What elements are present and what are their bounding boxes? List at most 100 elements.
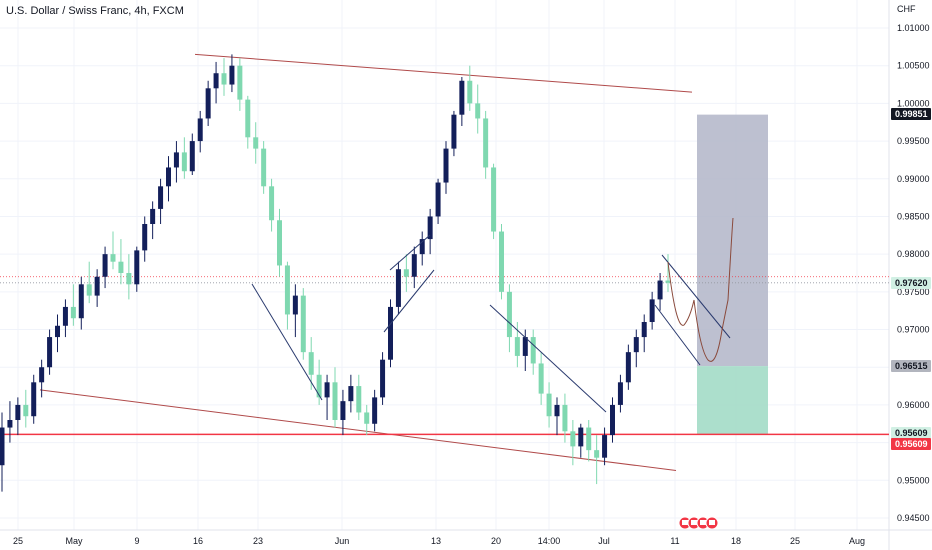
flag-glyph bbox=[709, 520, 715, 525]
x-tick-label: 20 bbox=[491, 536, 501, 546]
x-tick-label: 14:00 bbox=[538, 536, 561, 546]
candle-body bbox=[110, 254, 116, 262]
candle-body bbox=[15, 404, 21, 420]
y-tick-label: 0.95000 bbox=[897, 475, 930, 485]
y-tick-label: 0.98500 bbox=[897, 211, 930, 221]
y-tick-label: 0.97500 bbox=[897, 287, 930, 297]
flag-glyph bbox=[691, 520, 697, 525]
y-tick-label: 1.01000 bbox=[897, 23, 930, 33]
price-badge-label: 0.99851 bbox=[895, 109, 928, 119]
candle-body bbox=[23, 404, 29, 417]
price-badge bbox=[891, 360, 931, 372]
position-stop-zone[interactable] bbox=[697, 366, 768, 435]
x-tick-label: 23 bbox=[253, 536, 263, 546]
projection-path[interactable] bbox=[667, 217, 734, 362]
pattern-trendline[interactable] bbox=[389, 234, 431, 271]
candle-body bbox=[395, 269, 401, 307]
y-tick-label: 0.96000 bbox=[897, 400, 930, 410]
candle-body bbox=[506, 291, 512, 338]
candle-body bbox=[578, 427, 584, 447]
candle-body bbox=[610, 404, 615, 436]
pattern-trendline[interactable] bbox=[489, 304, 607, 413]
candle-body bbox=[213, 73, 219, 89]
candle-body bbox=[173, 152, 179, 168]
price-badge-label: 0.95609 bbox=[895, 428, 928, 438]
pattern-trendline[interactable] bbox=[251, 283, 323, 401]
y-tick-label: 1.00500 bbox=[897, 61, 930, 71]
candle-body bbox=[70, 306, 76, 319]
candle-body bbox=[625, 352, 631, 383]
candle-body bbox=[467, 80, 473, 104]
x-tick-label: 25 bbox=[790, 536, 800, 546]
price-badge-label: 0.97620 bbox=[895, 278, 928, 288]
candle-body bbox=[39, 367, 45, 383]
candle-body bbox=[483, 118, 489, 168]
candle-body bbox=[324, 382, 330, 398]
candle-body bbox=[221, 73, 227, 85]
y-tick-label: 0.99000 bbox=[897, 174, 930, 184]
candle-body bbox=[419, 239, 425, 255]
candle-body bbox=[586, 427, 592, 451]
candle-body bbox=[292, 295, 298, 315]
candle-body bbox=[459, 80, 465, 115]
pattern-trendline[interactable] bbox=[383, 269, 435, 333]
candle-body bbox=[443, 148, 449, 183]
candle-body bbox=[451, 114, 457, 149]
position-target-zone[interactable] bbox=[697, 114, 768, 367]
x-tick-label: Jun bbox=[335, 536, 350, 546]
price-badge bbox=[891, 438, 931, 450]
lower-channel-line[interactable] bbox=[39, 389, 677, 472]
candle-body bbox=[570, 431, 576, 447]
candle-body bbox=[340, 401, 346, 420]
candle-body bbox=[411, 254, 417, 277]
candle-body bbox=[514, 337, 520, 356]
candle-body bbox=[332, 382, 338, 420]
candle-body bbox=[308, 352, 314, 375]
candle-body bbox=[546, 393, 552, 417]
candle-body bbox=[665, 280, 671, 283]
y-tick-label: 0.94500 bbox=[897, 513, 930, 523]
candle-body bbox=[47, 337, 53, 368]
candle-body bbox=[522, 337, 528, 356]
candle-body bbox=[388, 306, 393, 360]
candle-body bbox=[189, 141, 195, 172]
candle-body bbox=[284, 265, 290, 315]
x-tick-label: 18 bbox=[731, 536, 741, 546]
candle-body bbox=[316, 374, 322, 398]
candle-body bbox=[649, 299, 655, 322]
candle-body bbox=[538, 363, 544, 394]
x-tick-label: 13 bbox=[431, 536, 441, 546]
candle-body bbox=[0, 427, 5, 466]
upper-channel-line[interactable] bbox=[194, 53, 693, 93]
candle-body bbox=[348, 386, 354, 402]
candle-body bbox=[602, 435, 608, 458]
candle-body bbox=[633, 337, 639, 353]
candle-body bbox=[94, 276, 100, 296]
y-tick-label: 0.98000 bbox=[897, 249, 930, 259]
pattern-trendline[interactable] bbox=[661, 254, 731, 339]
candle-body bbox=[554, 404, 560, 417]
candle-body bbox=[356, 386, 362, 413]
candle-body bbox=[237, 65, 243, 100]
candle-body bbox=[142, 224, 148, 251]
candle-body bbox=[78, 284, 84, 319]
x-tick-label: 25 bbox=[13, 536, 23, 546]
x-tick-label: 16 bbox=[193, 536, 203, 546]
candle-body bbox=[253, 137, 259, 149]
price-badge bbox=[891, 108, 931, 120]
candle-body bbox=[269, 186, 275, 221]
candle-body bbox=[118, 261, 124, 273]
x-tick-label: 9 bbox=[134, 536, 139, 546]
candle-body bbox=[372, 397, 378, 424]
candle-body bbox=[403, 269, 409, 277]
price-badge bbox=[891, 277, 931, 289]
y-tick-label: 0.99500 bbox=[897, 136, 930, 146]
candle-body bbox=[102, 254, 108, 277]
candle-body bbox=[530, 337, 536, 364]
y-tick-label: 1.00000 bbox=[897, 98, 930, 108]
candle-body bbox=[7, 420, 13, 428]
pattern-trendline[interactable] bbox=[654, 304, 701, 366]
candle-body bbox=[641, 322, 647, 338]
candle-body bbox=[126, 273, 132, 285]
